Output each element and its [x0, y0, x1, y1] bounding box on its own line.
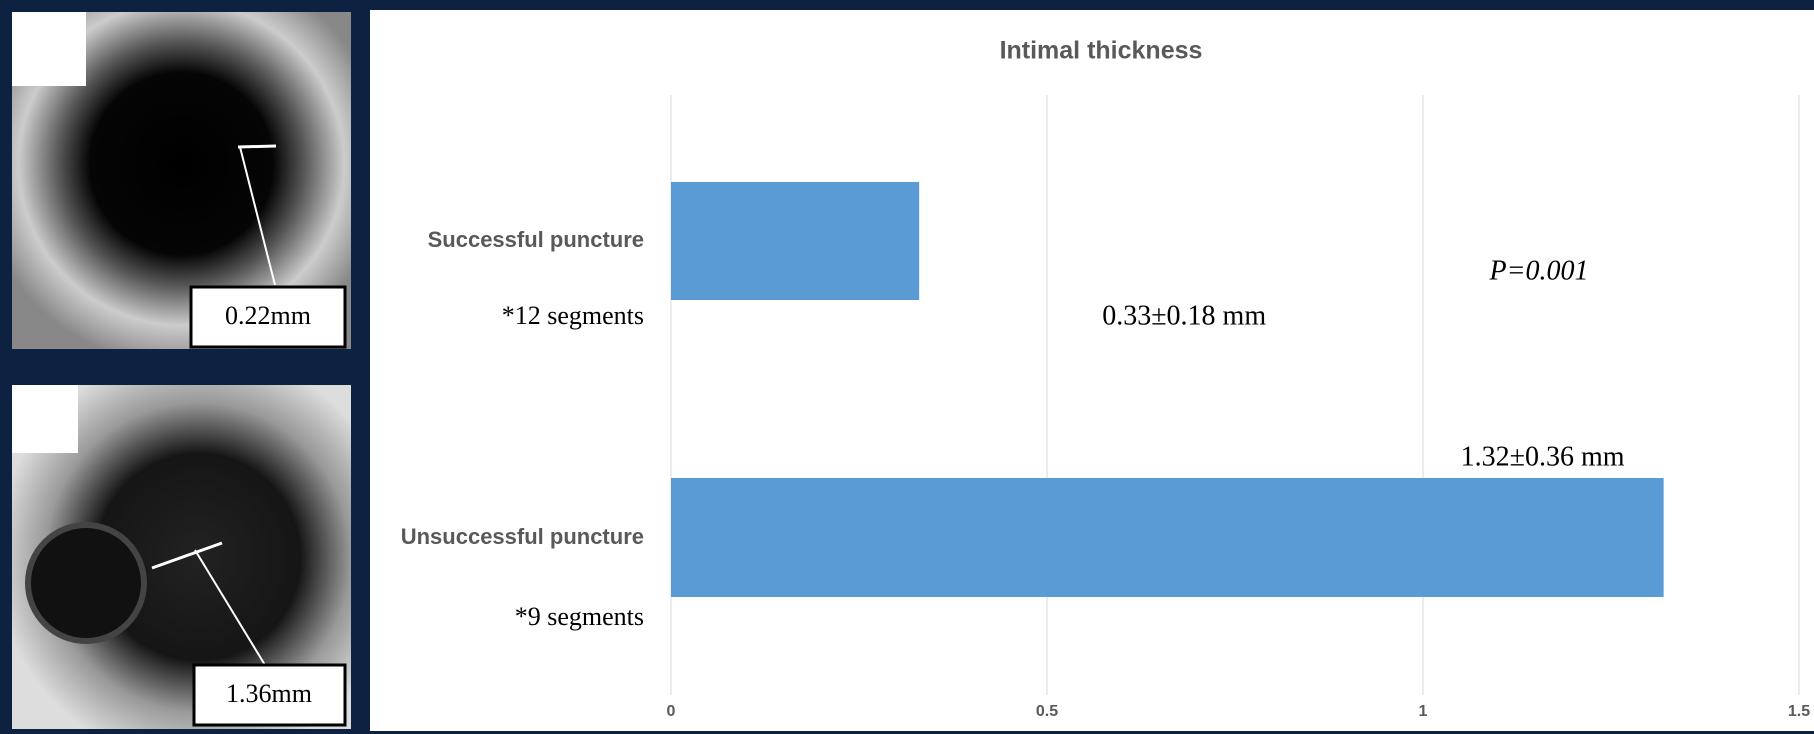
bar: [671, 182, 919, 300]
x-tick-label: 1: [1419, 703, 1428, 720]
catheter: [28, 525, 144, 641]
category-sublabel: *9 segments: [515, 602, 644, 631]
bar: [671, 478, 1664, 597]
x-tick-label: 1.5: [1788, 703, 1810, 720]
chart-title: Intimal thickness: [1000, 37, 1203, 65]
measure-label: 1.36mm: [226, 679, 312, 708]
category-label: Successful puncture: [428, 227, 644, 252]
x-tick-label: 0: [667, 703, 676, 720]
category-label: Unsuccessful puncture: [401, 524, 644, 549]
page: 0.22mm 1.36mm Intimal thickness P=0.001 …: [0, 0, 1814, 734]
value-label: 1.32±0.36 mm: [1461, 441, 1625, 472]
measure-label: 0.22mm: [225, 301, 311, 330]
value-label: 0.33±0.18 mm: [1102, 300, 1266, 331]
image-label-box: [12, 12, 86, 86]
image-label-box: [12, 385, 78, 453]
annotation: P=0.001: [1489, 255, 1589, 286]
measure-line: [238, 146, 276, 147]
x-tick-label: 0.5: [1036, 703, 1058, 720]
category-sublabel: *12 segments: [502, 301, 644, 330]
